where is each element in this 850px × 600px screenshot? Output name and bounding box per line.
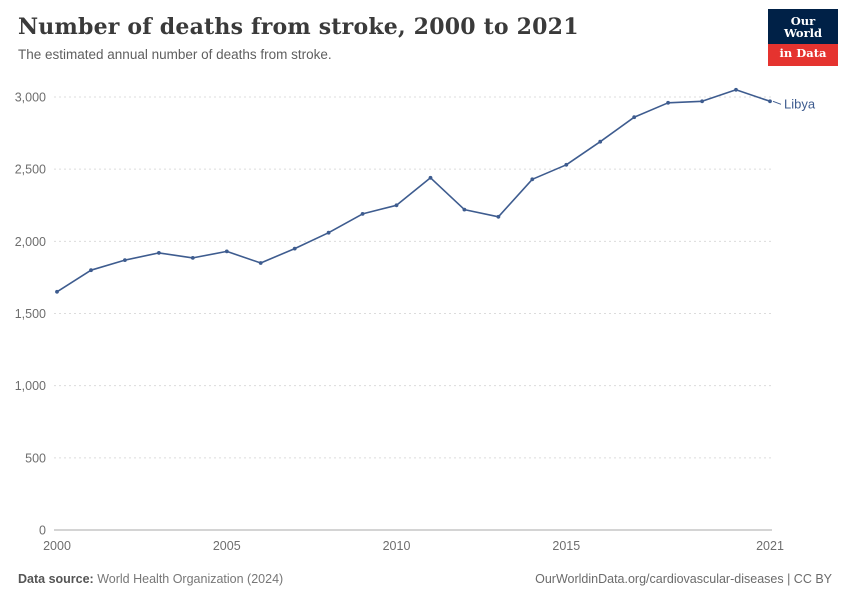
- chart-header: Number of deaths from stroke, 2000 to 20…: [18, 14, 750, 62]
- x-tick-label: 2015: [552, 539, 580, 553]
- owid-logo[interactable]: Our World in Data: [768, 9, 838, 66]
- data-source-text: World Health Organization (2024): [97, 572, 284, 586]
- chart-title: Number of deaths from stroke, 2000 to 20…: [18, 14, 579, 40]
- x-tick-label: 2000: [43, 539, 71, 553]
- data-point: [564, 162, 569, 167]
- y-tick-label: 1,000: [15, 379, 46, 393]
- data-point: [292, 246, 297, 251]
- y-tick-label: 2,000: [15, 235, 46, 249]
- line-chart: 0 500 1,000 1,500 2,000 2,500 3,000 2000 2005 201…: [15, 87, 816, 553]
- data-point: [462, 207, 467, 212]
- data-point: [360, 212, 365, 216]
- x-tick-label: 2021: [756, 539, 784, 553]
- series-label[interactable]: Libya: [784, 96, 816, 111]
- data-point: [89, 268, 93, 273]
- x-tick-label: 2005: [213, 539, 241, 553]
- data-point: [700, 99, 704, 104]
- data-point: [326, 230, 331, 235]
- data-point: [394, 203, 399, 208]
- data-point: [598, 139, 603, 144]
- data-point: [258, 261, 263, 265]
- y-tick-label: 2,500: [15, 163, 46, 177]
- chart-area: 0 500 1,000 1,500 2,000 2,500 3,000 2000 2005 201…: [0, 72, 850, 569]
- data-point: [157, 251, 161, 255]
- data-point: [224, 249, 229, 254]
- y-tick-label: 500: [25, 451, 46, 465]
- data-point: [123, 258, 127, 262]
- data-point: [768, 99, 772, 104]
- y-tick-label: 1,500: [15, 307, 46, 321]
- owid-credit-link[interactable]: OurWorldinData.org/cardiovascular-diseas…: [535, 572, 832, 586]
- data-point: [530, 177, 535, 182]
- data-point: [666, 100, 670, 105]
- data-point: [734, 87, 738, 92]
- data-point: [496, 214, 501, 219]
- chart-subtitle: The estimated annual number of deaths fr…: [18, 47, 332, 62]
- series-line-libya[interactable]: [56, 89, 771, 293]
- chart-footer: Data source: World Health Organization (…: [18, 572, 832, 586]
- data-source-label: Data source:: [18, 572, 94, 586]
- data-source: Data source: World Health Organization (…: [18, 572, 283, 586]
- owid-logo-line2: in Data: [768, 44, 838, 66]
- series-label-leader: [772, 100, 782, 105]
- y-tick-label: 0: [39, 524, 46, 538]
- x-tick-label: 2010: [383, 539, 411, 553]
- data-point: [632, 115, 637, 120]
- owid-logo-line1: Our World: [783, 14, 823, 40]
- y-tick-label: 3,000: [15, 91, 46, 105]
- data-point: [190, 256, 195, 260]
- data-point: [428, 175, 433, 180]
- data-point: [55, 289, 59, 294]
